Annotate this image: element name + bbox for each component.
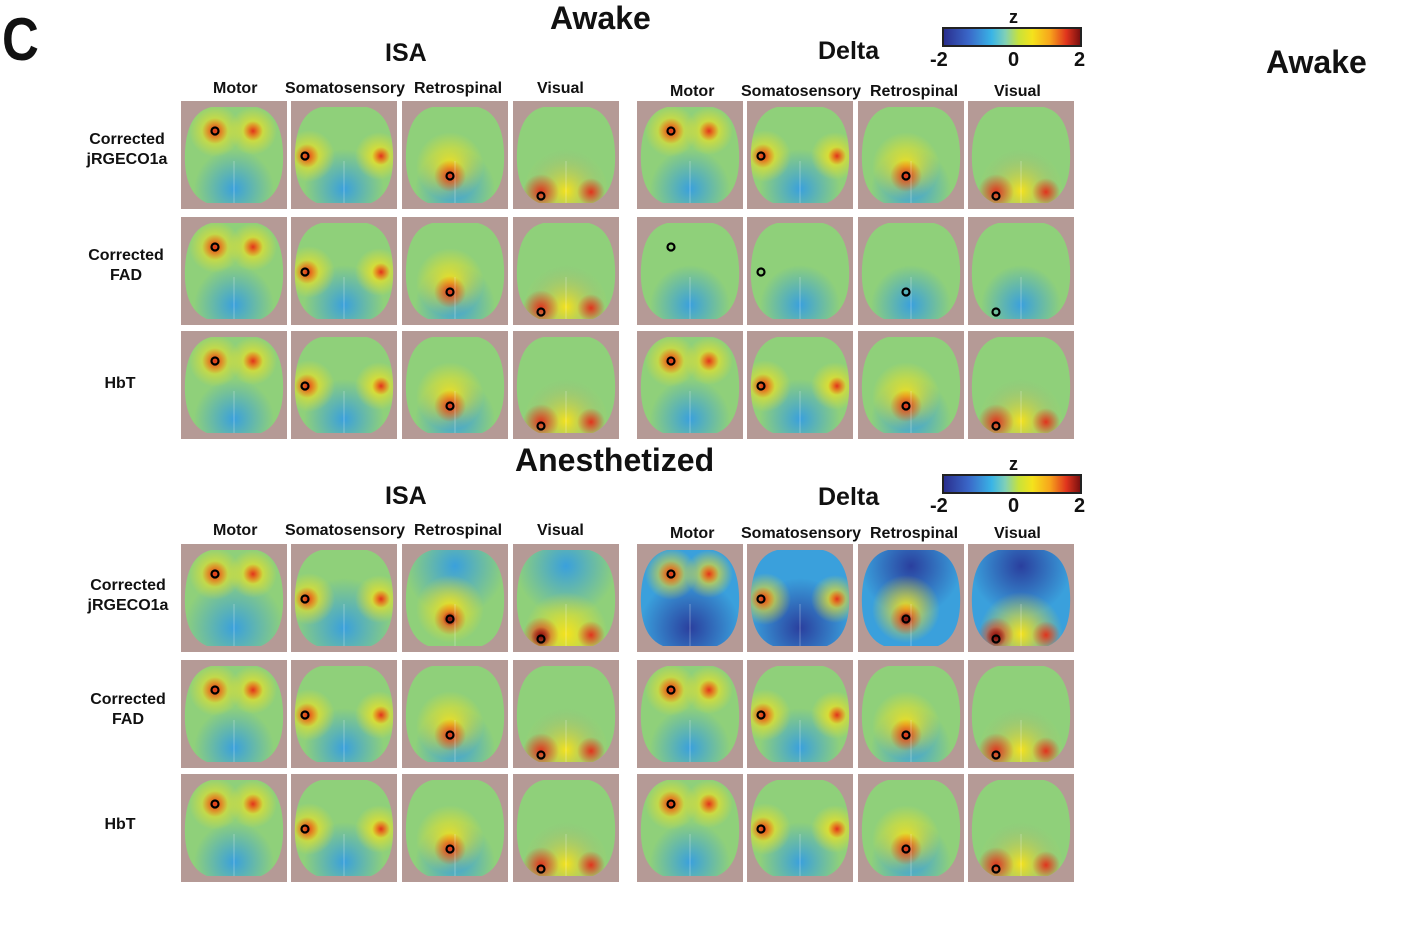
col-label-retrospinal: Retrospinal (414, 80, 503, 97)
correlation-map-visual (513, 660, 619, 768)
colorbar-label-awake: z (1009, 7, 1018, 27)
correlation-map-visual (513, 217, 619, 325)
col-label-retrospinal: Retrospinal (870, 83, 959, 100)
colorbar-min-anesthetized: -2 (930, 495, 948, 517)
correlation-map-somatosensory (747, 101, 853, 209)
correlation-map-motor (637, 660, 743, 768)
correlation-map-visual (968, 101, 1074, 209)
correlation-map-motor (637, 544, 743, 652)
correlation-map-retrospinal (402, 217, 508, 325)
col-label-somatosensory: Somatosensory (741, 525, 862, 542)
col-label-motor: Motor (213, 522, 258, 539)
section-title-anesthetized: Anesthetized (515, 442, 715, 478)
col-label-retrospinal: Retrospinal (870, 525, 959, 542)
correlation-map-visual (513, 774, 619, 882)
correlation-map-retrospinal (858, 101, 964, 209)
col-label-motor: Motor (213, 80, 258, 97)
side-state-label: Awake (1266, 44, 1367, 80)
col-label-somatosensory: Somatosensory (741, 83, 862, 100)
correlation-map-somatosensory (747, 660, 853, 768)
row-label-jrgeco1a: Corrected jRGECO1a (87, 577, 169, 614)
col-label-motor: Motor (670, 525, 715, 542)
row-label-hbt: HbT (104, 816, 136, 833)
col-label-visual: Visual (537, 522, 584, 539)
correlation-map-motor (181, 331, 287, 439)
correlation-map-somatosensory (747, 217, 853, 325)
colorbar-mid-awake: 0 (1008, 49, 1020, 71)
col-label-visual: Visual (994, 525, 1041, 542)
row-label-hbt: HbT (104, 375, 136, 392)
correlation-map-motor (181, 544, 287, 652)
section-title-awake: Awake (550, 0, 651, 36)
col-label-somatosensory: Somatosensory (285, 80, 406, 97)
row-label-jrgeco1a: Corrected jRGECO1a (86, 131, 168, 168)
panel-letter: C (2, 6, 39, 73)
correlation-map-somatosensory (747, 544, 853, 652)
correlation-map-somatosensory (291, 774, 397, 882)
correlation-map-retrospinal (402, 101, 508, 209)
col-label-visual: Visual (537, 80, 584, 97)
correlation-map-somatosensory (291, 660, 397, 768)
correlation-map-retrospinal (858, 331, 964, 439)
correlation-map-retrospinal (402, 774, 508, 882)
group-title-anesthetized-isa: ISA (385, 482, 427, 510)
correlation-map-somatosensory (291, 544, 397, 652)
colorbar-awake (942, 27, 1082, 47)
col-label-retrospinal: Retrospinal (414, 522, 503, 539)
correlation-map-motor (637, 101, 743, 209)
correlation-map-somatosensory (291, 101, 397, 209)
colorbar-max-anesthetized: 2 (1074, 495, 1086, 517)
correlation-map-motor (637, 217, 743, 325)
colorbar-max-awake: 2 (1074, 49, 1086, 71)
correlation-map-retrospinal (858, 774, 964, 882)
correlation-map-motor (181, 774, 287, 882)
correlation-map-motor (637, 774, 743, 882)
correlation-map-visual (513, 101, 619, 209)
correlation-map-visual (968, 544, 1074, 652)
correlation-map-retrospinal (858, 217, 964, 325)
correlation-map-retrospinal (402, 660, 508, 768)
colorbar-mid-anesthetized: 0 (1008, 495, 1020, 517)
correlation-map-motor (181, 660, 287, 768)
correlation-map-visual (968, 217, 1074, 325)
correlation-map-retrospinal (402, 544, 508, 652)
correlation-map-somatosensory (747, 331, 853, 439)
row-label-fad: Corrected FAD (90, 691, 166, 728)
correlation-map-retrospinal (858, 660, 964, 768)
colorbar-min-awake: -2 (930, 49, 948, 71)
row-label-fad: Corrected FAD (88, 247, 164, 284)
correlation-map-visual (968, 331, 1074, 439)
correlation-map-visual (968, 774, 1074, 882)
colorbar-label-anesthetized: z (1009, 454, 1018, 474)
col-label-visual: Visual (994, 83, 1041, 100)
correlation-map-motor (181, 217, 287, 325)
correlation-map-retrospinal (858, 544, 964, 652)
correlation-map-somatosensory (747, 774, 853, 882)
correlation-map-visual (968, 660, 1074, 768)
colorbar-anesthetized (942, 474, 1082, 494)
group-title-anesthetized-delta: Delta (818, 483, 880, 511)
correlation-map-visual (513, 331, 619, 439)
group-title-awake-isa: ISA (385, 39, 427, 67)
col-label-motor: Motor (670, 83, 715, 100)
col-label-somatosensory: Somatosensory (285, 522, 406, 539)
correlation-map-motor (637, 331, 743, 439)
correlation-map-visual (513, 544, 619, 652)
correlation-map-motor (181, 101, 287, 209)
correlation-map-somatosensory (291, 331, 397, 439)
correlation-map-retrospinal (402, 331, 508, 439)
correlation-map-somatosensory (291, 217, 397, 325)
group-title-awake-delta: Delta (818, 37, 880, 65)
